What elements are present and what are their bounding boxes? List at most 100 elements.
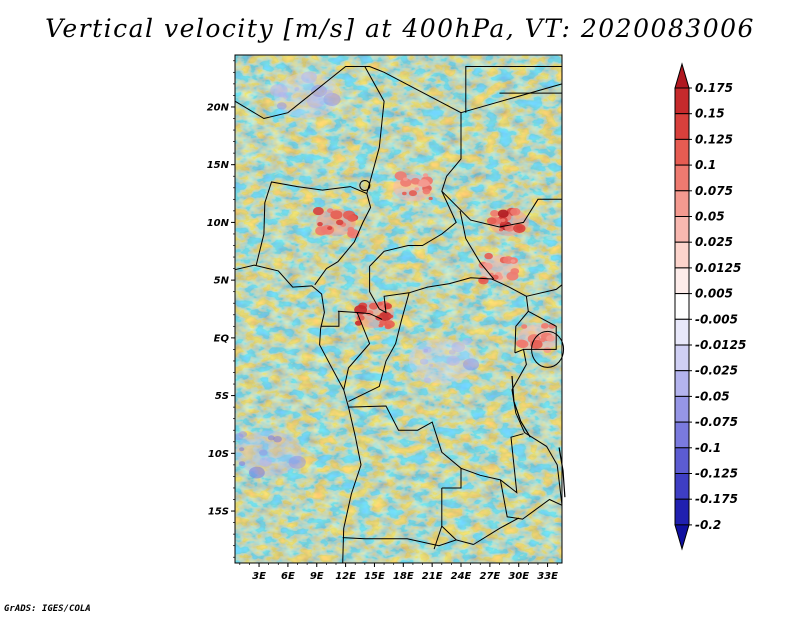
lake-chad xyxy=(359,179,371,191)
updraft-cluster-cell xyxy=(510,207,521,216)
country-border xyxy=(343,312,371,390)
updraft-cluster-cell xyxy=(484,252,493,260)
updraft-cluster-cell xyxy=(410,177,421,185)
downdraft-region-cell xyxy=(238,461,246,466)
x-tick-label: 21E xyxy=(422,571,443,582)
updraft-cluster-cell xyxy=(312,207,324,216)
updraft-cluster-cell xyxy=(347,229,355,235)
colorbar-label: -0.025 xyxy=(695,364,738,378)
colorbar-segment xyxy=(674,498,690,526)
downdraft-region-cell xyxy=(267,435,275,441)
downdraft-region-cell xyxy=(248,466,265,479)
downdraft-region-cell xyxy=(273,435,282,443)
downdraft-region-cell xyxy=(422,346,432,354)
downdraft-region-cell xyxy=(301,71,317,84)
downdraft-region-cell xyxy=(238,431,248,438)
country-border xyxy=(234,264,362,564)
x-tick-label: 27E xyxy=(479,571,500,582)
downdraft-region-cell xyxy=(419,358,429,365)
country-border xyxy=(342,537,474,547)
country-border xyxy=(320,311,340,327)
colorbar-label: -0.2 xyxy=(695,518,721,532)
country-border xyxy=(348,292,410,402)
colorbar-label: -0.175 xyxy=(695,492,738,506)
y-tick-label: 15S xyxy=(208,507,229,518)
updraft-cluster-cell xyxy=(402,177,408,182)
colorbar-segment xyxy=(674,216,690,243)
downdraft-region-cell xyxy=(259,449,268,456)
country-border xyxy=(523,310,557,350)
country-border xyxy=(511,348,563,506)
updraft-cluster-cell xyxy=(486,217,497,225)
colorbar-segment xyxy=(674,344,690,372)
updraft-cluster-cell xyxy=(414,187,420,191)
y-tick-label: 10S xyxy=(208,449,229,460)
country-border xyxy=(460,83,563,114)
x-tick-label: 3E xyxy=(252,571,266,582)
updraft-cluster-cell xyxy=(330,210,343,220)
updraft-cluster-cell xyxy=(408,190,417,197)
x-tick-label: 15E xyxy=(364,571,385,582)
updraft-cluster-cell xyxy=(428,196,433,201)
updraft-cluster-cell xyxy=(521,324,528,329)
colorbar-label: 0.15 xyxy=(695,107,725,121)
colorbar-segment xyxy=(674,164,690,192)
downdraft-region-cell xyxy=(446,355,460,366)
colorbar-label: 0.05 xyxy=(695,210,725,224)
country-border xyxy=(473,517,519,545)
updraft-cluster-cell xyxy=(422,173,429,178)
y-tick-label: 5N xyxy=(214,276,230,287)
updraft-cluster-cell xyxy=(498,228,504,232)
downdraft-region-cell xyxy=(451,341,465,353)
colorbar-label: 0.005 xyxy=(695,287,733,301)
country-border xyxy=(364,66,385,194)
lake-victoria xyxy=(531,330,565,368)
colorbar-segment xyxy=(674,241,690,269)
updraft-cluster-cell xyxy=(336,219,344,226)
x-tick-label: 24E xyxy=(451,571,472,582)
colorbar-segment xyxy=(674,318,690,346)
updraft-cluster-cell xyxy=(354,320,363,326)
colorbar-extend-bottom xyxy=(674,524,690,551)
velocity-field xyxy=(235,55,562,563)
updraft-cluster-cell xyxy=(418,179,430,188)
downdraft-region-cell xyxy=(423,377,432,384)
updraft-cluster-cell xyxy=(500,218,506,223)
colorbar-segment xyxy=(674,113,690,140)
updraft-cluster-cell xyxy=(510,268,520,275)
colorbar-segment xyxy=(674,395,690,423)
lake-tanganyika xyxy=(511,375,531,438)
y-tick-label: 20N xyxy=(207,102,230,113)
x-tick-label: 6E xyxy=(281,571,295,582)
colorbar-extend-top xyxy=(674,62,690,89)
colorbar-label: -0.05 xyxy=(695,389,730,403)
downdraft-region-cell xyxy=(283,94,289,99)
colorbar-label: 0.075 xyxy=(695,184,733,198)
downdraft-region-cell xyxy=(239,447,245,452)
country-border xyxy=(433,525,443,550)
x-tick-label: 9E xyxy=(310,571,324,582)
country-border xyxy=(441,468,462,489)
updraft-cluster-cell xyxy=(539,337,546,343)
downdraft-region-cell xyxy=(306,94,325,109)
colorbar-segment xyxy=(674,473,690,500)
updraft-cluster-cell xyxy=(541,322,549,329)
downdraft-region-cell xyxy=(288,455,306,469)
colorbar-segment xyxy=(674,190,690,218)
downdraft-region-cell xyxy=(323,89,333,97)
colorbar-label: 0.175 xyxy=(695,81,733,95)
updraft-cluster-cell xyxy=(510,259,516,263)
downdraft-region-cell xyxy=(294,87,300,91)
colorbar-label: -0.075 xyxy=(695,415,738,429)
x-tick-label: 30E xyxy=(508,571,529,582)
colorbar-label: 0.0125 xyxy=(695,261,741,275)
downdraft-region-cell xyxy=(462,358,480,371)
y-tick-label: EQ xyxy=(214,333,230,344)
updraft-cluster-cell xyxy=(497,209,509,218)
updraft-cluster-cell xyxy=(321,224,335,235)
colorbar-label: 0.025 xyxy=(695,235,733,249)
updraft-cluster-cell xyxy=(515,339,527,348)
updraft-cluster-cell xyxy=(384,320,395,329)
grads-credit: GrADS: IGES/COLA xyxy=(4,604,91,614)
